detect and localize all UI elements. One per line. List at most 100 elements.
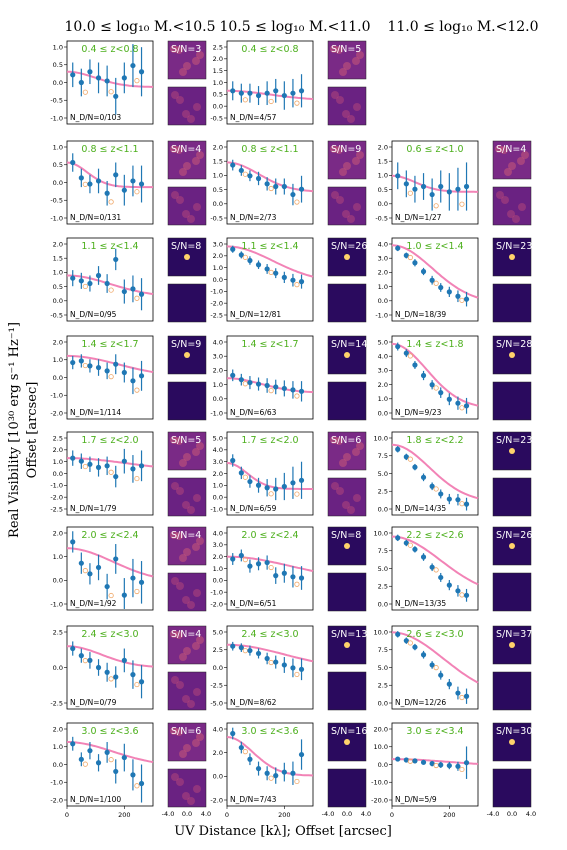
data-point xyxy=(78,175,84,181)
data-point xyxy=(138,780,145,787)
redshift-label: 0.8 ≤ z<1.1 xyxy=(81,144,138,155)
y-tick-label: 7.5 xyxy=(378,547,388,555)
excluded-point xyxy=(294,778,300,785)
y-tick-label: 0.0 xyxy=(213,395,223,403)
excluded-point xyxy=(268,564,274,571)
redshift-label: 1.4 ≤ z<1.7 xyxy=(241,339,298,350)
source-center xyxy=(344,642,350,648)
panel-r5-c1: 4.0 3.0 2.0 1.0 0.0 -1.0 -2.0 2.0 ≤ z<2.4 N_D/N=… xyxy=(210,526,367,612)
y-tick-label: 1.0 xyxy=(53,356,63,364)
y-tick-label: -1.0 xyxy=(50,214,63,222)
data-point xyxy=(230,730,236,737)
residual-image xyxy=(492,572,532,612)
y-tick-label: -1.0 xyxy=(210,409,223,417)
data-point xyxy=(395,631,401,637)
data-point xyxy=(438,762,444,768)
y-tick-label: 0.0 xyxy=(378,409,388,417)
image-x-tick-label: 4.0 xyxy=(201,810,211,818)
noise-blob xyxy=(183,548,191,556)
y-tick-label: 1.5 xyxy=(378,158,388,166)
nd-label: N_D/N=1/92 xyxy=(70,599,117,608)
data-point xyxy=(290,480,296,486)
data-point xyxy=(264,181,270,187)
data-point xyxy=(446,681,452,687)
noise-blob xyxy=(500,146,508,154)
data-point xyxy=(104,463,110,469)
nd-label: N_D/N=1/100 xyxy=(70,795,121,804)
noise-blob xyxy=(171,482,179,490)
y-tick-label: 0.0 xyxy=(213,577,223,585)
y-tick-label: -1.0 xyxy=(375,311,388,319)
data-point xyxy=(230,88,236,94)
noise-blob xyxy=(182,792,190,800)
data-point xyxy=(298,575,305,581)
data-point xyxy=(130,672,136,678)
data-point xyxy=(247,563,253,569)
sn-label: S/N=4 xyxy=(496,144,526,155)
image-x-tick-label: 4.0 xyxy=(526,810,536,818)
noise-blob xyxy=(187,601,195,609)
data-point xyxy=(273,88,279,94)
redshift-label: 0.8 ≤ z<1.1 xyxy=(241,144,298,155)
y-tick-label: -20.0 xyxy=(371,796,388,804)
y-tick-label: 7.5 xyxy=(378,452,388,460)
nd-label: N_D/N=6/59 xyxy=(230,504,277,513)
excluded-point xyxy=(407,190,413,196)
data-point xyxy=(290,90,296,96)
image-x-tick-label: 0.0 xyxy=(182,810,192,818)
excluded-point xyxy=(242,254,248,260)
data-point xyxy=(87,748,93,754)
y-tick-label: 4.0 xyxy=(378,240,388,248)
y-tick-label: -0.5 xyxy=(50,97,63,105)
panel-r1-c0: 1.0 0.5 0.0 -0.5 -1.0 0.8 ≤ z<1.1 N_D/N=0/131 S… xyxy=(50,140,207,226)
noise-blob xyxy=(175,146,183,154)
noise-blob xyxy=(353,203,361,211)
data-point xyxy=(412,362,418,368)
plot-frame xyxy=(226,40,314,125)
data-point xyxy=(290,574,296,580)
noise-blob xyxy=(335,46,343,54)
redshift-label: 1.1 ≤ z<1.4 xyxy=(241,241,298,252)
noise-blob xyxy=(342,501,350,509)
data-point xyxy=(78,756,84,762)
excluded-point xyxy=(433,567,439,573)
y-tick-label: 2.0 xyxy=(53,529,63,537)
data-point xyxy=(298,279,305,285)
data-point xyxy=(255,381,262,387)
data-point xyxy=(238,377,244,383)
redshift-label: 1.7 ≤ z<2.0 xyxy=(241,435,298,446)
y-tick-label: -2.5 xyxy=(50,505,63,513)
noise-blob xyxy=(336,196,344,204)
data-point xyxy=(230,246,236,252)
y-tick-label: 10.0 xyxy=(374,529,388,537)
data-point xyxy=(87,280,93,287)
nd-label: N_D/N=1/27 xyxy=(395,213,442,222)
data-point xyxy=(429,191,435,198)
redshift-label: 1.4 ≤ z<1.7 xyxy=(81,339,138,350)
data-point xyxy=(273,486,279,492)
data-point xyxy=(420,554,427,560)
y-tick-label: 1.0 xyxy=(53,269,63,277)
data-point xyxy=(104,669,110,675)
y-tick-label: 2.0 xyxy=(213,252,223,260)
noise-blob xyxy=(187,700,195,708)
excluded-point xyxy=(134,681,140,688)
noise-blob xyxy=(187,215,195,223)
data-point xyxy=(281,769,287,775)
excluded-point xyxy=(134,295,140,301)
data-point xyxy=(255,92,262,99)
data-point xyxy=(78,79,84,86)
redshift-label: 2.0 ≤ z<2.4 xyxy=(81,530,138,541)
data-point xyxy=(403,757,409,763)
y-tick-label: 1.0 xyxy=(213,172,223,180)
data-point xyxy=(238,645,244,651)
noise-blob xyxy=(182,210,190,218)
y-tick-label: 0.0 xyxy=(378,699,388,707)
excluded-point xyxy=(108,199,114,205)
nd-label: N_D/N=18/39 xyxy=(395,310,446,319)
nd-label: N_D/N=1/79 xyxy=(70,504,117,513)
data-point xyxy=(455,186,461,192)
y-tick-label: 0.0 xyxy=(53,297,63,305)
y-tick-label: 0.5 xyxy=(53,61,63,69)
y-tick-label: -0.5 xyxy=(50,311,63,319)
